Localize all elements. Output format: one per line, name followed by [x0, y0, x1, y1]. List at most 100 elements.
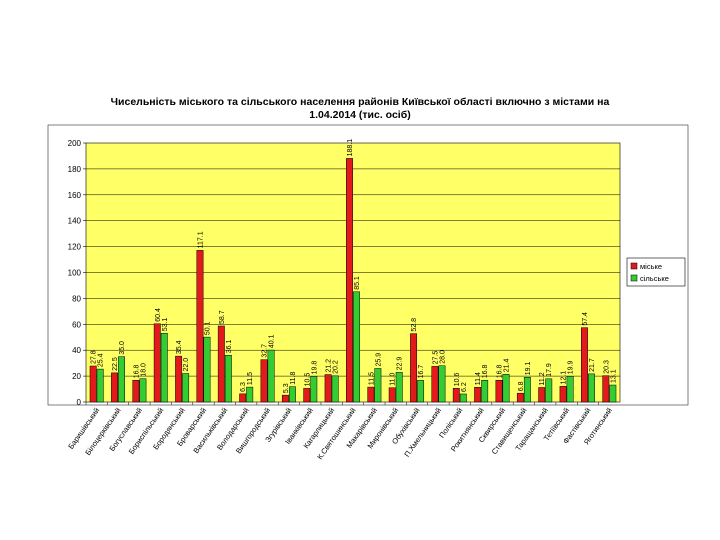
bar-rural	[523, 377, 531, 403]
bar-urban	[324, 374, 332, 403]
data-label: 22.9	[397, 357, 404, 371]
data-label: 188.1	[347, 139, 354, 157]
bar-urban	[538, 387, 546, 403]
data-label: 21.7	[589, 358, 596, 372]
data-label: 16.8	[482, 365, 489, 379]
bar-urban	[281, 394, 289, 403]
bar-urban	[410, 333, 418, 403]
bar-rural	[139, 378, 147, 403]
data-label: 21.4	[504, 359, 511, 373]
data-label: 27.8	[91, 350, 98, 364]
bar-urban	[303, 388, 311, 403]
y-tick-label: 20	[72, 372, 81, 381]
legend-box	[626, 257, 686, 287]
bar-urban	[132, 379, 140, 403]
data-label: 25.4	[98, 353, 105, 367]
data-label: 6.2	[461, 382, 468, 392]
bar-rural	[96, 368, 104, 403]
data-label: 19.9	[568, 360, 575, 374]
data-label: 19.8	[311, 361, 318, 375]
data-label: 35.0	[119, 341, 126, 355]
data-label: 13.1	[610, 369, 617, 383]
legend-swatch	[630, 274, 638, 282]
bar-urban	[602, 375, 610, 403]
y-tick-label: 100	[68, 269, 82, 278]
data-label: 85.1	[354, 276, 361, 290]
bar-urban	[239, 393, 247, 403]
bar-urban	[559, 386, 567, 403]
data-label: 32.7	[262, 344, 269, 358]
y-tick-label: 60	[72, 320, 81, 329]
bar-urban	[260, 359, 268, 403]
bar-urban	[474, 386, 482, 403]
bar-urban	[452, 388, 460, 403]
bar-rural	[588, 373, 595, 403]
data-label: 22.5	[112, 357, 119, 371]
data-label: 16.8	[133, 365, 140, 379]
bar-urban	[111, 372, 118, 403]
bar-rural	[459, 393, 467, 403]
bar-urban	[153, 323, 161, 403]
data-label: 27.5	[432, 351, 439, 365]
bar-rural	[310, 376, 318, 403]
bar-rural	[246, 386, 254, 403]
bar-urban	[196, 250, 204, 403]
y-tick-label: 80	[72, 294, 81, 303]
bar-rural	[438, 365, 446, 403]
bar-rural	[566, 375, 574, 403]
data-label: 50.1	[204, 321, 211, 335]
data-label: 60.4	[155, 308, 162, 322]
bar-rural	[353, 291, 360, 403]
bar-urban	[581, 327, 588, 403]
bar-rural	[545, 378, 553, 403]
bar-urban	[431, 366, 439, 403]
data-label: 52.8	[411, 318, 418, 332]
data-label: 18.0	[140, 363, 147, 377]
data-label: 21.2	[326, 359, 333, 373]
bar-urban	[367, 386, 375, 403]
data-label: 10.5	[304, 373, 311, 387]
bar-urban	[495, 379, 503, 403]
chart-frame	[47, 124, 689, 406]
data-label: 20.3	[603, 360, 610, 374]
bar-rural	[118, 356, 125, 403]
bar-rural	[288, 386, 296, 403]
chart-title-line-1: Чисельність міського та сільського насел…	[110, 96, 610, 108]
data-label: 35.4	[176, 340, 183, 354]
bar-rural	[331, 375, 339, 403]
data-label: 53.1	[162, 318, 169, 332]
y-tick-label: 160	[68, 191, 82, 200]
data-label: 36.1	[226, 340, 233, 354]
y-tick-label: 120	[68, 243, 82, 252]
y-tick-label: 40	[72, 346, 81, 355]
data-label: 11.5	[368, 372, 375, 385]
bar-rural	[160, 332, 168, 403]
legend-swatch	[630, 262, 638, 270]
chart-title-line-2: 1.04.2014 (тис. осіб)	[309, 109, 411, 121]
data-label: 6.8	[518, 381, 525, 391]
bar-urban	[175, 355, 183, 403]
data-label: 17.9	[546, 363, 553, 377]
bar-urban	[346, 158, 353, 403]
bar-rural	[203, 336, 211, 403]
legend-label: міське	[640, 262, 662, 271]
bar-urban	[388, 387, 396, 403]
data-label: 117.1	[197, 231, 204, 248]
data-label: 57.4	[582, 312, 589, 326]
data-label: 25.9	[375, 353, 382, 367]
bar-urban	[516, 392, 524, 403]
data-label: 20.2	[333, 360, 340, 374]
bar-urban	[89, 365, 97, 403]
chart-title: Чисельність міського та сільського насел…	[60, 96, 660, 122]
legend-label: сільське	[640, 274, 669, 283]
data-label: 11.8	[290, 372, 297, 385]
data-label: 40.1	[269, 334, 276, 348]
y-tick-label: 0	[77, 398, 82, 407]
bar-rural	[395, 372, 403, 403]
data-label: 10.6	[454, 373, 461, 387]
bar-rural	[374, 368, 382, 403]
data-label: 28.0	[439, 350, 446, 364]
data-label: 6.3	[240, 382, 247, 392]
data-label: 22.0	[183, 358, 190, 372]
